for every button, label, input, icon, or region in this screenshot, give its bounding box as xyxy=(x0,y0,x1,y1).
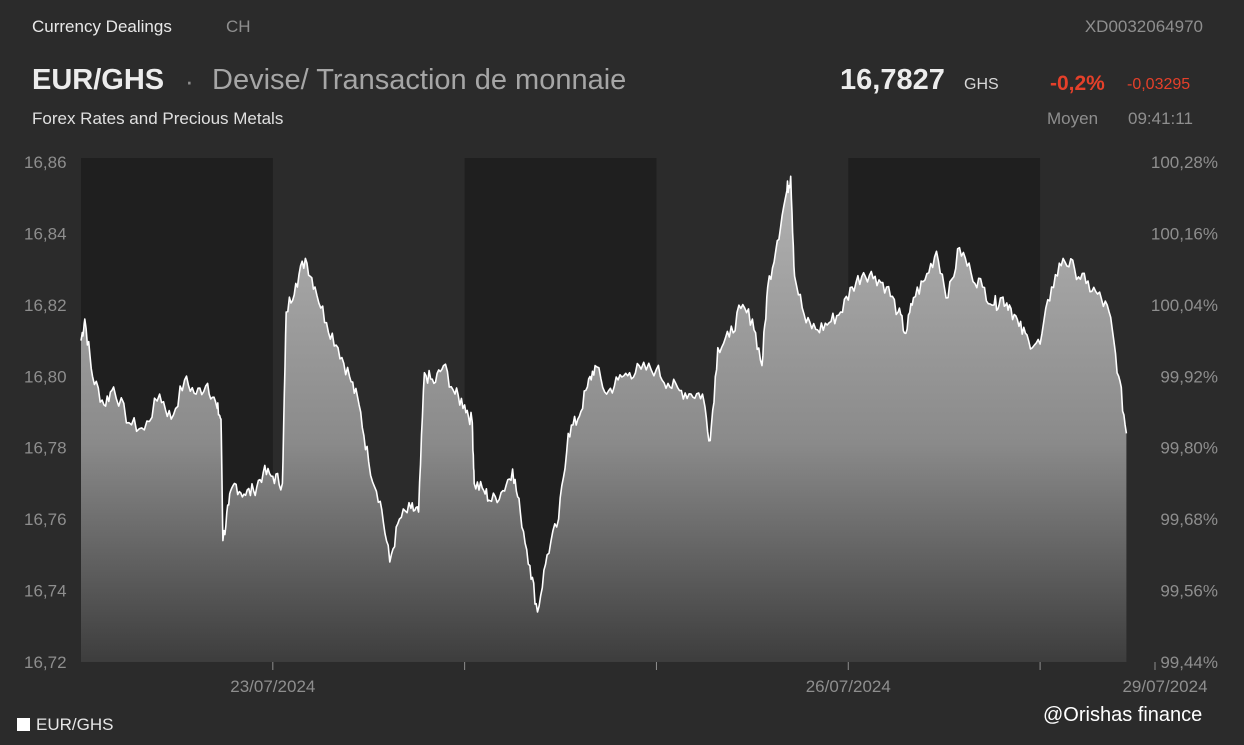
y-tick-right: 99,56% xyxy=(1160,582,1218,601)
watermark: @Orishas finance xyxy=(1043,704,1203,726)
y-tick-right: 99,44% xyxy=(1160,653,1218,672)
y-tick-left: 16,80 xyxy=(24,367,67,386)
y-tick-right: 99,92% xyxy=(1160,367,1218,386)
y-tick-right: 99,68% xyxy=(1160,510,1218,529)
category-label: Currency Dealings xyxy=(32,17,172,36)
y-tick-left: 16,78 xyxy=(24,439,67,458)
pair-title: EUR/GHS xyxy=(32,64,165,96)
x-tick-label: 26/07/2024 xyxy=(806,677,891,696)
change-percent: -0,2% xyxy=(1050,72,1105,95)
x-tick-label: 29/07/2024 xyxy=(1122,677,1207,696)
price-currency: GHS xyxy=(964,76,999,93)
y-tick-left: 16,82 xyxy=(24,296,67,315)
isin-label: XD0032064970 xyxy=(1084,17,1203,36)
series-area xyxy=(81,176,1127,663)
title-separator: · xyxy=(185,66,194,96)
series-line-eurghs xyxy=(80,175,1128,613)
price-type: Moyen xyxy=(1047,109,1099,128)
y-tick-left: 16,86 xyxy=(24,153,67,172)
price-value: 16,7827 xyxy=(840,64,945,96)
y-tick-left: 16,72 xyxy=(24,653,67,672)
legend-swatch xyxy=(17,718,30,731)
quote-time: 09:41:11 xyxy=(1128,109,1193,128)
x-tick-label: 23/07/2024 xyxy=(230,677,315,696)
change-absolute: -0,03295 xyxy=(1127,76,1191,93)
instrument-type: Devise/ Transaction de monnaie xyxy=(212,64,627,96)
y-tick-right: 100,28% xyxy=(1151,153,1218,172)
y-tick-left: 16,84 xyxy=(24,224,67,243)
exchange-label: CH xyxy=(226,17,251,36)
y-tick-left: 16,76 xyxy=(24,510,67,529)
y-tick-right: 100,04% xyxy=(1151,296,1218,315)
legend-label[interactable]: EUR/GHS xyxy=(36,715,114,734)
y-tick-right: 99,80% xyxy=(1160,439,1218,458)
y-tick-left: 16,74 xyxy=(24,582,67,601)
y-tick-right: 100,16% xyxy=(1151,224,1218,243)
subtitle: Forex Rates and Precious Metals xyxy=(32,109,284,128)
